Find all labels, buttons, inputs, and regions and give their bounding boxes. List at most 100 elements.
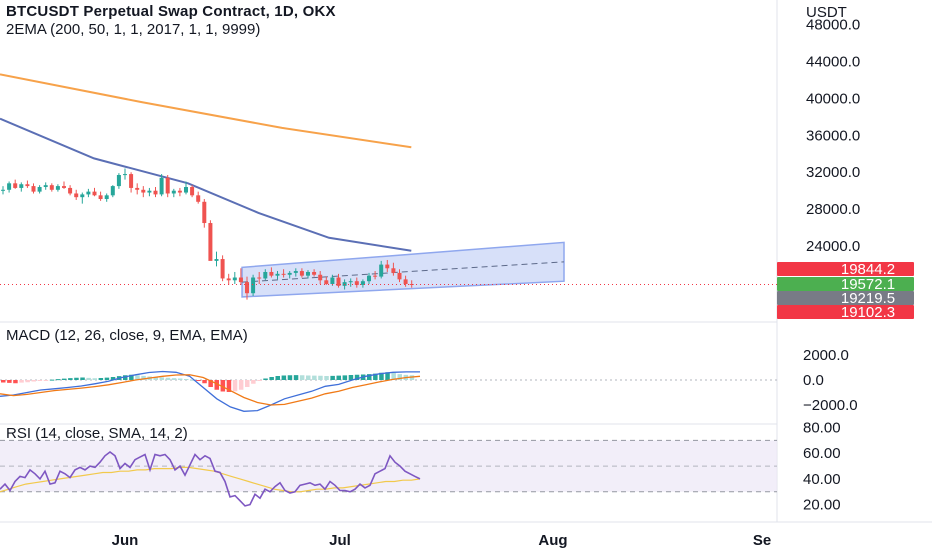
macd-histogram-bar: [80, 377, 85, 380]
price-tick-label: 40000.0: [806, 90, 860, 107]
macd-histogram-bar: [55, 379, 61, 381]
currency-unit-label: USDT: [806, 4, 847, 21]
macd-pane[interactable]: 2000.0 0.0 −2000.0: [0, 347, 858, 414]
symbol-title[interactable]: BTCUSDT Perpetual Swap Contract, 1D, OKX: [6, 3, 336, 20]
time-axis[interactable]: Jun Jul Aug Se: [112, 532, 772, 549]
macd-histogram-bar: [324, 376, 329, 380]
candle-body: [129, 174, 134, 188]
macd-tick-label: 2000.0: [803, 347, 849, 364]
candle: [275, 271, 280, 280]
candle-body: [165, 177, 170, 194]
candle: [214, 251, 219, 267]
price-tick-label: 24000.0: [806, 238, 860, 255]
candle: [141, 186, 146, 198]
candle: [330, 274, 335, 286]
macd-histogram-bar: [299, 375, 305, 380]
price-badge: 19572.1: [777, 276, 914, 293]
candle-body: [80, 194, 85, 198]
candle-body: [68, 187, 73, 194]
candle-body: [293, 271, 298, 273]
candle-body: [7, 183, 12, 190]
candle-body: [25, 184, 30, 187]
macd-histogram-bar: [287, 375, 293, 380]
candle: [391, 262, 396, 276]
candle: [62, 181, 66, 189]
macd-histogram-bar: [306, 375, 311, 380]
candle: [116, 173, 121, 189]
macd-histogram-bar: [98, 378, 104, 380]
macd-histogram-bar: [354, 374, 360, 380]
ema-indicator-label[interactable]: 2EMA (200, 50, 1, 1, 2017, 1, 1, 9999): [6, 21, 261, 38]
price-badge-bg: [777, 305, 914, 319]
time-tick-label: Aug: [538, 532, 567, 549]
candle: [80, 192, 85, 204]
candle: [25, 180, 30, 188]
macd-histogram-bar: [25, 380, 30, 383]
macd-indicator-label[interactable]: MACD (12, 26, close, 9, EMA, EMA): [6, 327, 248, 344]
macd-tick-label: 0.0: [803, 372, 824, 389]
candle: [251, 274, 256, 296]
time-tick-label: Se: [753, 532, 771, 549]
rsi-tick-label: 60.00: [803, 445, 841, 462]
candle: [86, 188, 91, 198]
macd-histogram-bar: [43, 380, 49, 381]
price-badge-bg: [777, 291, 914, 305]
rsi-pane[interactable]: 80.00 60.00 40.00 20.00: [0, 420, 841, 514]
candle: [409, 280, 414, 288]
candle: [226, 273, 231, 285]
candle-body: [184, 187, 188, 193]
candle: [336, 273, 341, 288]
candle: [318, 271, 323, 284]
candle-body: [153, 190, 158, 195]
candle-body: [110, 186, 115, 196]
candle-body: [263, 271, 268, 279]
candle-body: [367, 275, 371, 282]
candle-body: [196, 195, 201, 202]
macd-histogram-bar: [159, 377, 165, 380]
candle: [312, 269, 317, 277]
candle: [263, 269, 268, 281]
candle: [68, 185, 73, 196]
macd-histogram-bar: [7, 380, 12, 383]
candle: [269, 267, 274, 278]
rsi-tick-label: 40.00: [803, 471, 841, 488]
candle-body: [123, 174, 127, 176]
candle: [13, 179, 18, 189]
macd-histogram-bar: [171, 378, 177, 380]
candle-body: [342, 282, 347, 286]
price-badge-label: 19219.5: [841, 290, 895, 307]
time-tick-label: Jun: [112, 532, 139, 549]
price-tick-label: 36000.0: [806, 127, 860, 144]
rsi-indicator-label[interactable]: RSI (14, close, SMA, 14, 2): [6, 425, 188, 442]
macd-histogram-bar: [1, 380, 6, 383]
candle-body: [379, 264, 384, 277]
candle-body: [336, 277, 341, 286]
price-badge-label: 19844.2: [841, 261, 895, 278]
macd-histogram-bar: [257, 380, 262, 381]
macd-histogram-bar: [293, 375, 299, 380]
time-tick-label: Jul: [329, 532, 351, 549]
price-tick-label: 32000.0: [806, 164, 860, 181]
macd-histogram-bar: [318, 375, 323, 380]
candle-body: [385, 264, 390, 269]
macd-histogram-bar: [165, 377, 171, 380]
candle: [306, 270, 310, 279]
candle-body: [281, 273, 286, 275]
macd-histogram-bar: [251, 380, 256, 384]
candle: [147, 187, 152, 197]
price-pane[interactable]: [0, 73, 777, 300]
candle-body: [324, 280, 329, 284]
candle-body: [49, 185, 54, 190]
candle-body: [116, 175, 121, 187]
candle: [208, 220, 213, 261]
candle-body: [92, 191, 97, 196]
macd-histogram-bar: [373, 373, 378, 380]
candle: [7, 181, 12, 193]
ema200-line: [0, 73, 412, 149]
candle-body: [1, 189, 5, 191]
price-axis[interactable]: 48000.0 44000.0 40000.0 36000.0 32000.0 28000…: [777, 16, 914, 321]
channel-midline: [242, 261, 565, 283]
candle: [385, 259, 390, 272]
candle-body: [202, 201, 207, 224]
